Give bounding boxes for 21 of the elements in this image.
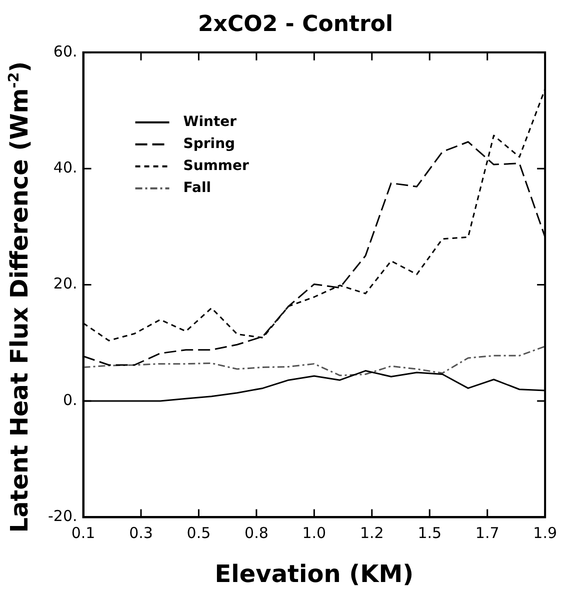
x-tick-label: 0.8 bbox=[244, 524, 268, 542]
y-tick-label: 40. bbox=[53, 158, 78, 176]
chart-title: 2xCO2 - Control bbox=[198, 12, 394, 37]
legend-label: Winter bbox=[183, 114, 237, 130]
x-axis-title: Elevation (KM) bbox=[214, 560, 414, 588]
x-tick-label: 0.1 bbox=[71, 524, 96, 542]
x-tick-label: 0.5 bbox=[186, 524, 211, 542]
x-tick-label: 1.0 bbox=[302, 524, 326, 542]
legend-label: Spring bbox=[183, 136, 236, 152]
x-tick-label: 1.5 bbox=[418, 524, 442, 542]
y-tick-label: 0. bbox=[62, 390, 78, 409]
y-tick-label: 60. bbox=[53, 42, 78, 60]
x-tick-label: 0.3 bbox=[129, 524, 153, 542]
legend-label: Fall bbox=[183, 180, 212, 196]
line-series bbox=[83, 346, 546, 376]
y-tick-label: 20. bbox=[53, 274, 78, 293]
x-tick-label: 1.2 bbox=[360, 524, 384, 542]
legend-label: Summer bbox=[183, 158, 249, 174]
x-tick-label: 1.7 bbox=[475, 524, 500, 542]
y-tick-label: -20. bbox=[48, 507, 78, 526]
x-tick-label: 1.9 bbox=[533, 524, 557, 542]
